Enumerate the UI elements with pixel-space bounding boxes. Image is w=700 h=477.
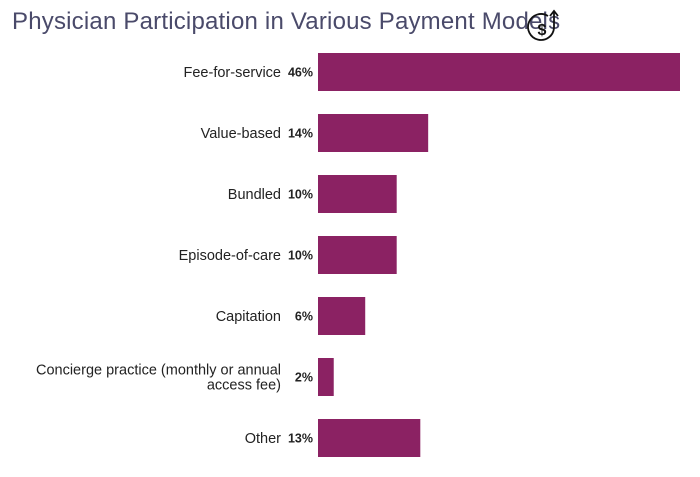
bar-1 [318,114,429,152]
chart-title: Physician Participation in Various Payme… [12,8,561,35]
value-label-4: 6% [295,310,313,324]
value-label-2: 10% [288,188,313,202]
value-label-3: 10% [288,249,313,263]
value-label-0: 46% [288,66,313,80]
bar-6 [318,419,421,457]
category-label-3: Episode-of-care [179,248,281,264]
category-label-0: Fee-for-service [184,65,282,81]
value-label-5: 2% [295,371,313,385]
bar-3 [318,236,397,274]
category-label-5-line-1: access fee) [207,378,281,394]
bar-4 [318,297,366,335]
svg-text:$: $ [538,22,547,39]
category-label-4: Capitation [216,309,281,325]
category-label-6: Other [245,431,281,447]
value-label-1: 14% [288,127,313,141]
bar-0 [318,53,680,91]
category-label-5-line-0: Concierge practice (monthly or annual [36,363,281,379]
bar-5 [318,358,334,396]
category-label-2: Bundled [228,187,281,203]
category-label-1: Value-based [201,126,281,142]
value-label-6: 13% [288,432,313,446]
bar-2 [318,175,397,213]
dollar-up-arrow-icon: $ [527,9,559,41]
